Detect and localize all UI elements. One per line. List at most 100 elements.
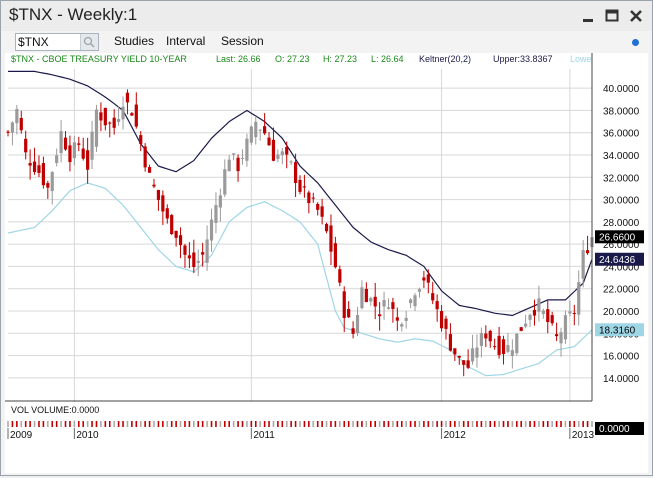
- volume-pane: VOL VOLUME:0.0000 0.0000: [5, 400, 648, 435]
- volume-bar: [480, 421, 483, 427]
- volume-bar: [555, 421, 558, 427]
- lower-band-line: [7, 182, 593, 377]
- candle-body: [550, 315, 554, 324]
- volume-bar: [454, 421, 456, 427]
- volume-bar: [281, 421, 284, 427]
- volume-bar: [241, 421, 244, 427]
- candle-body: [46, 183, 50, 188]
- volume-bar: [427, 421, 430, 427]
- volume-bar: [24, 421, 27, 427]
- volume-bar: [392, 421, 394, 427]
- price-tick-label: 20.0000: [603, 307, 640, 318]
- volume-bar: [515, 421, 518, 427]
- keltner-label: Keltner(20,2): [419, 54, 471, 64]
- candle-body: [218, 195, 222, 208]
- candle-body: [422, 277, 426, 281]
- price-chart[interactable]: $TNX - CBOE TREASURY YIELD 10-YEAR Last:…: [5, 53, 648, 473]
- price-tick-label: 32.0000: [603, 173, 640, 184]
- menu-session[interactable]: Session: [221, 34, 264, 48]
- candlestick-series: [6, 89, 594, 377]
- candle-body: [400, 324, 404, 327]
- volume-bar: [82, 421, 85, 427]
- candle-body: [55, 155, 59, 164]
- volume-bar: [339, 421, 341, 427]
- candle-body: [90, 131, 94, 160]
- title-bar[interactable]: $TNX - Weekly:1: [1, 1, 652, 31]
- volume-bar: [131, 421, 133, 427]
- candle-body: [475, 347, 479, 358]
- volume-bar: [546, 421, 549, 427]
- candle-body: [147, 167, 152, 173]
- candle-body: [227, 159, 231, 172]
- candle-body: [134, 104, 138, 127]
- candle-body: [409, 299, 413, 304]
- candle-body: [196, 260, 200, 263]
- candle-body: [435, 301, 439, 310]
- time-tick-label: 2009: [10, 430, 33, 441]
- volume-bar: [467, 421, 469, 427]
- volume-bar: [73, 421, 76, 427]
- volume-bar: [449, 421, 452, 427]
- volume-bar: [210, 421, 213, 427]
- volume-bar: [95, 421, 98, 427]
- search-button[interactable]: [80, 34, 98, 50]
- volume-bar: [55, 421, 58, 427]
- maximize-icon[interactable]: [602, 6, 622, 26]
- time-axis[interactable]: 2009 2010 2011 2012 2013: [5, 428, 595, 441]
- candle-body: [501, 339, 506, 355]
- candle-body: [333, 243, 337, 268]
- volume-bar: [445, 421, 447, 427]
- chart-area[interactable]: $TNX - CBOE TREASURY YIELD 10-YEAR Last:…: [5, 53, 648, 473]
- volume-bar: [560, 421, 562, 427]
- volume-bar: [215, 421, 217, 427]
- candle-body: [497, 335, 501, 355]
- price-markers: 26.6600 24.6436 18.3160: [595, 230, 644, 337]
- volume-bar: [47, 421, 49, 427]
- volume-bar: [418, 421, 421, 427]
- candle-body: [223, 169, 227, 195]
- symbol-field[interactable]: [15, 33, 99, 51]
- volume-bar: [476, 421, 478, 427]
- candle-body: [413, 295, 417, 307]
- volume-bar: [122, 421, 124, 427]
- candle-body: [572, 312, 576, 314]
- candle-body: [298, 179, 302, 192]
- volume-bar: [396, 421, 399, 427]
- volume-bar: [104, 421, 107, 427]
- candle-body: [214, 205, 218, 223]
- volume-bar: [16, 421, 18, 427]
- volume-bar: [100, 421, 102, 427]
- volume-bar: [369, 421, 372, 427]
- candle-body: [382, 299, 386, 307]
- menu-studies[interactable]: Studies: [114, 34, 155, 48]
- last-price-marker: 26.6600: [595, 230, 644, 244]
- volume-strip: [5, 421, 593, 427]
- volume-bar: [51, 421, 54, 427]
- volume-bar: [582, 421, 584, 427]
- volume-bar: [170, 421, 173, 427]
- candle-body: [488, 330, 492, 342]
- menu-interval[interactable]: Interval: [166, 34, 206, 48]
- symbol-input[interactable]: [18, 35, 80, 49]
- volume-bar: [113, 421, 115, 427]
- volume-bar: [250, 421, 253, 427]
- lower-band-marker-label: 18.3160: [599, 325, 636, 336]
- candle-body: [258, 129, 262, 131]
- volume-bar: [246, 421, 248, 427]
- candle-body: [125, 92, 130, 103]
- candle-body: [10, 122, 15, 133]
- volume-bar: [285, 421, 288, 427]
- volume-bar: [423, 421, 425, 427]
- candle-body: [386, 307, 391, 309]
- minimize-icon[interactable]: [578, 6, 598, 26]
- price-tick-label: 16.0000: [603, 352, 640, 363]
- time-tick-label: 2010: [76, 430, 99, 441]
- volume-bar: [201, 421, 204, 427]
- volume-marker: [595, 422, 644, 435]
- close-icon[interactable]: [626, 6, 646, 26]
- candle-body: [63, 137, 68, 150]
- candle-body: [479, 333, 483, 346]
- volume-bar: [409, 421, 412, 427]
- candle-body: [81, 148, 85, 159]
- candle-body: [183, 245, 187, 255]
